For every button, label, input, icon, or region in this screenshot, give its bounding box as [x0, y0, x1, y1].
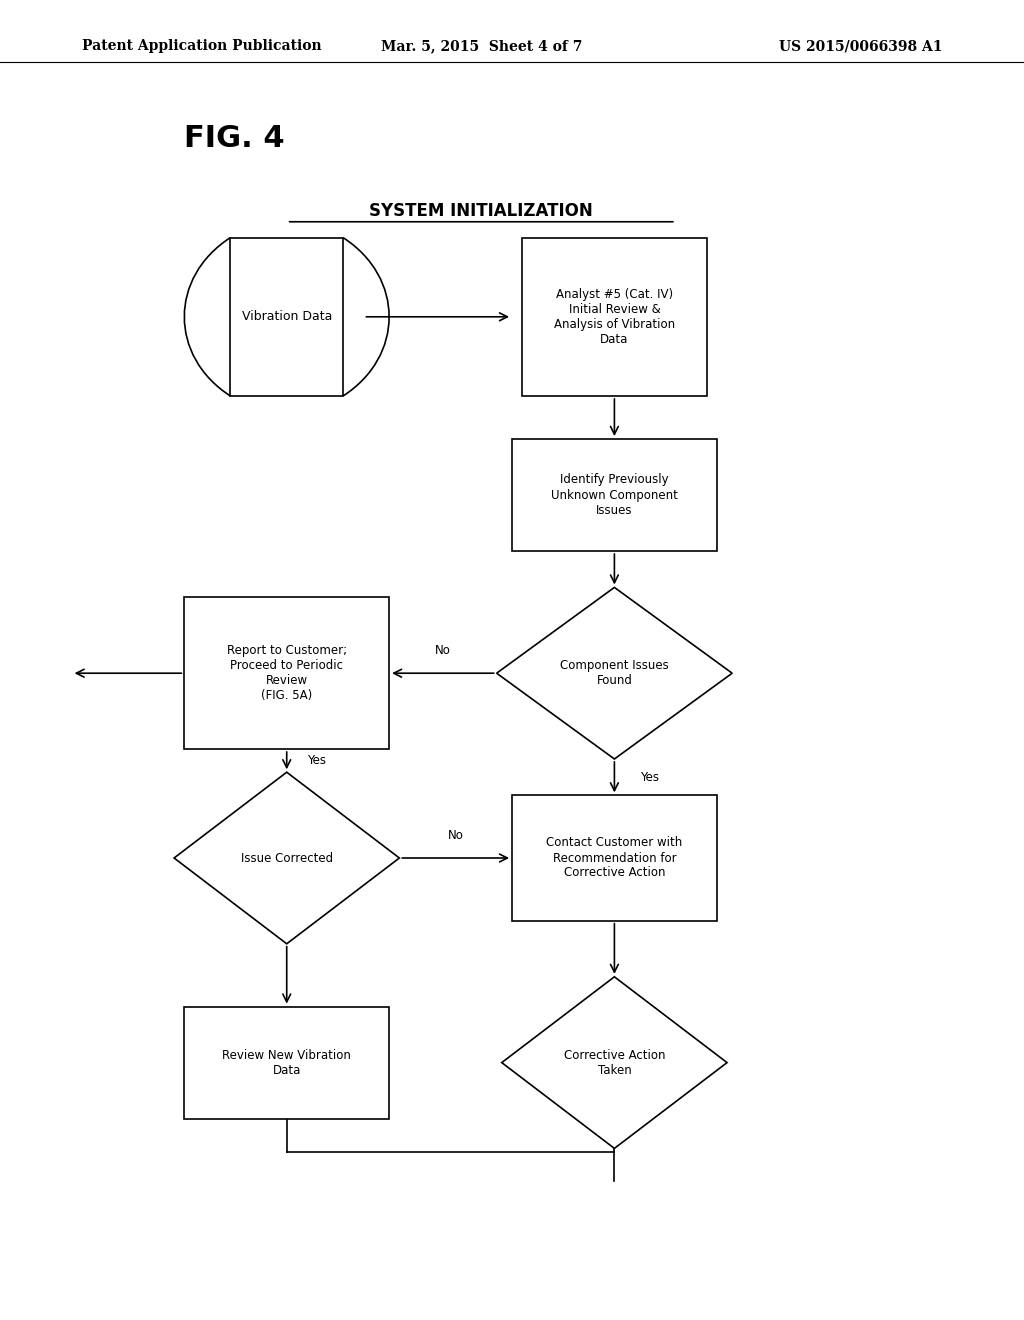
Text: Review New Vibration
Data: Review New Vibration Data — [222, 1048, 351, 1077]
Text: Yes: Yes — [640, 771, 659, 784]
Text: FIG. 4: FIG. 4 — [184, 124, 285, 153]
Text: Component Issues
Found: Component Issues Found — [560, 659, 669, 688]
Text: Vibration Data: Vibration Data — [242, 310, 332, 323]
Text: Contact Customer with
Recommendation for
Corrective Action: Contact Customer with Recommendation for… — [546, 837, 683, 879]
Text: Issue Corrected: Issue Corrected — [241, 851, 333, 865]
Text: Report to Customer;
Proceed to Periodic
Review
(FIG. 5A): Report to Customer; Proceed to Periodic … — [226, 644, 347, 702]
Text: Yes: Yes — [307, 754, 327, 767]
Text: Identify Previously
Unknown Component
Issues: Identify Previously Unknown Component Is… — [551, 474, 678, 516]
Text: SYSTEM INITIALIZATION: SYSTEM INITIALIZATION — [370, 202, 593, 220]
Polygon shape — [502, 977, 727, 1148]
FancyBboxPatch shape — [512, 438, 717, 552]
Polygon shape — [497, 587, 732, 759]
FancyBboxPatch shape — [230, 238, 343, 396]
FancyBboxPatch shape — [512, 795, 717, 921]
FancyBboxPatch shape — [522, 238, 707, 396]
Text: Mar. 5, 2015  Sheet 4 of 7: Mar. 5, 2015 Sheet 4 of 7 — [381, 40, 582, 53]
Polygon shape — [174, 772, 399, 944]
FancyBboxPatch shape — [184, 597, 389, 750]
Text: No: No — [447, 829, 464, 842]
Text: No: No — [435, 644, 451, 657]
Text: US 2015/0066398 A1: US 2015/0066398 A1 — [778, 40, 942, 53]
Text: Corrective Action
Taken: Corrective Action Taken — [563, 1048, 666, 1077]
FancyBboxPatch shape — [184, 1006, 389, 1119]
Text: Analyst #5 (Cat. IV)
Initial Review &
Analysis of Vibration
Data: Analyst #5 (Cat. IV) Initial Review & An… — [554, 288, 675, 346]
Text: Patent Application Publication: Patent Application Publication — [82, 40, 322, 53]
